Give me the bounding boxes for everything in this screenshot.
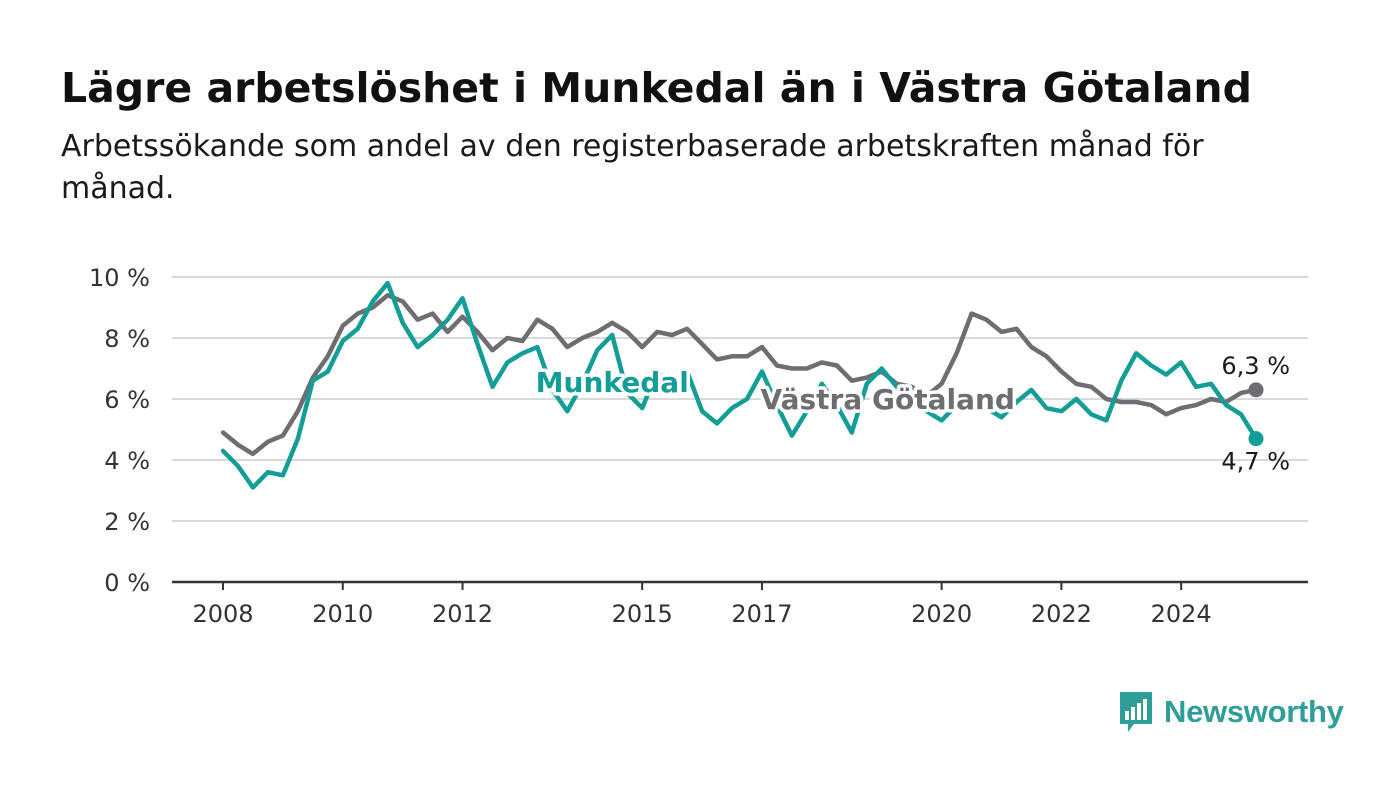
series-line-v-stra-g-taland [220,293,1259,457]
newsworthy-logo: Newsworthy [1118,690,1344,734]
gridlines [172,276,1308,522]
bar-chart-speech-bubble-icon [1120,692,1152,732]
x-tick-label: 2020 [911,600,972,628]
y-tick-label: 4 % [104,447,150,475]
end-value-label-munkedal: 4,7 % [1221,448,1290,476]
y-tick-label: 2 % [104,508,150,536]
end-point-munkedal [1248,431,1264,447]
end-point-v-stra-g-taland [1248,382,1264,398]
y-tick-label: 8 % [104,325,150,353]
series-lines [220,280,1264,490]
chart-title: Lägre arbetslöshet i Munkedal än i Västr… [61,64,1252,112]
y-tick-label: 6 % [104,386,150,414]
y-tick-label: 0 % [104,569,150,597]
x-tick-label: 2024 [1151,600,1212,628]
brand-name: Newsworthy [1164,694,1344,729]
y-axis-ticks: 0 % 2 % 4 % 6 % 8 % 10 % [89,264,150,597]
series-labels: 6,3 % 4,7 % Munkedal Västra Götaland [532,352,1290,476]
series-name-label-v-stra-g-taland: Västra Götaland [760,383,1015,416]
series-name-label-munkedal: Munkedal [536,366,689,399]
x-tick-label: 2015 [612,600,673,628]
chart-subtitle: Arbetssökande som andel av den registerb… [61,129,1204,206]
x-tick-label: 2008 [192,600,253,628]
x-tick-label: 2017 [731,600,792,628]
end-value-label-v-stra-g-taland: 6,3 % [1221,352,1290,380]
y-tick-label: 10 % [89,264,150,292]
x-tick-label: 2022 [1031,600,1092,628]
x-axis-ticks: 2008 2010 2012 2015 2017 2020 2022 2024 [192,582,1212,628]
x-tick-label: 2010 [312,600,373,628]
x-tick-label: 2012 [432,600,493,628]
series-line-munkedal [220,280,1259,490]
